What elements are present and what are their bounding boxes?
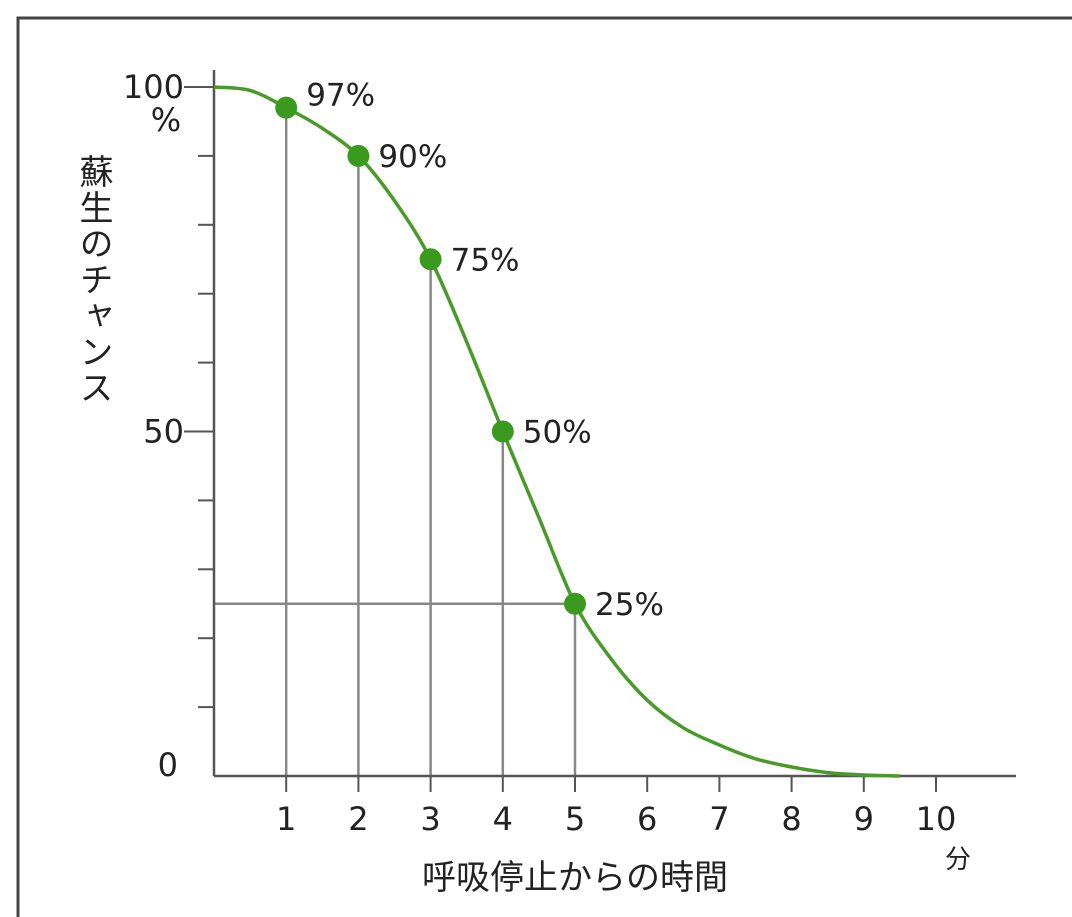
y-unit-label: % <box>151 101 181 139</box>
x-unit-label: 分 <box>945 845 971 875</box>
data-point-label: 25% <box>595 587 664 623</box>
y-tick-label: 50 <box>143 413 184 451</box>
data-point-label: 75% <box>451 242 520 278</box>
data-point-marker <box>275 96 298 119</box>
survival-curve <box>213 85 900 778</box>
x-tick-label: 7 <box>709 800 729 838</box>
x-tick-label: 9 <box>854 800 874 838</box>
y-tick-label: 0 <box>158 746 178 784</box>
chart-frame <box>16 16 1072 917</box>
x-tick-label: 3 <box>420 800 440 838</box>
data-point-marker <box>419 248 442 271</box>
data-point-marker <box>491 420 514 443</box>
data-point-marker <box>347 144 370 167</box>
y-tick-label: 100 <box>123 68 184 106</box>
x-tick-label: 6 <box>637 800 657 838</box>
data-point-label: 50% <box>523 415 592 451</box>
x-tick-label: 10 <box>916 800 957 838</box>
x-axis-title: 呼吸停止からの時間 <box>422 858 728 898</box>
data-point-label: 90% <box>378 139 447 175</box>
data-point-marker <box>564 592 586 615</box>
x-tick-label: 1 <box>276 800 296 838</box>
data-point-label: 97% <box>306 78 375 114</box>
x-tick-label: 8 <box>781 800 801 838</box>
y-axis-title: 蘇生のチャンス <box>73 154 113 406</box>
x-tick-label: 5 <box>565 800 585 838</box>
x-tick-label: 4 <box>493 800 513 838</box>
x-tick-label: 2 <box>348 800 368 838</box>
